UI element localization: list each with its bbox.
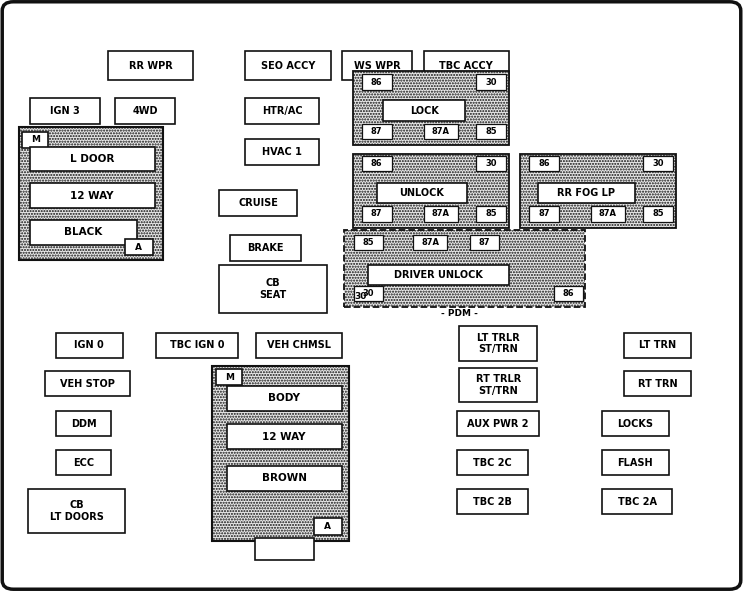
Text: A: A	[324, 522, 331, 531]
Bar	[457, 450, 528, 475]
Bar	[45, 371, 130, 396]
Bar	[19, 127, 163, 260]
Bar	[342, 51, 412, 80]
Bar	[424, 51, 509, 80]
Bar	[424, 124, 458, 139]
Text: CB
LT DOORS: CB LT DOORS	[50, 500, 103, 522]
Bar	[256, 333, 342, 358]
Text: CRUISE: CRUISE	[239, 198, 278, 207]
Bar	[22, 132, 48, 148]
Bar	[383, 100, 465, 121]
Bar	[30, 147, 155, 171]
Text: TBC IGN 0: TBC IGN 0	[169, 340, 224, 350]
Text: 87: 87	[478, 238, 490, 247]
Bar	[354, 235, 383, 250]
Text: RR FOG LP: RR FOG LP	[557, 189, 615, 198]
Text: VEH STOP: VEH STOP	[60, 379, 114, 388]
Text: 30: 30	[485, 77, 497, 87]
Text: 87A: 87A	[432, 209, 450, 219]
Bar	[227, 424, 342, 449]
Text: 30: 30	[363, 289, 374, 298]
Text: 30: 30	[485, 159, 497, 168]
Bar	[28, 489, 125, 533]
Bar	[362, 124, 392, 139]
Bar	[602, 450, 669, 475]
Text: 30: 30	[652, 159, 664, 168]
Text: FLASH: FLASH	[617, 458, 653, 467]
Text: 87A: 87A	[432, 126, 450, 136]
Text: ECC: ECC	[73, 458, 94, 467]
Bar	[624, 371, 691, 396]
Text: LT TRN: LT TRN	[639, 340, 676, 350]
Bar	[476, 74, 506, 90]
Text: M: M	[30, 135, 40, 144]
Bar	[354, 286, 383, 301]
Bar	[56, 411, 111, 436]
Text: SEO ACCY: SEO ACCY	[261, 61, 315, 70]
Bar	[219, 265, 327, 313]
Bar	[56, 450, 111, 475]
Text: BROWN: BROWN	[262, 473, 307, 483]
Text: WS WPR: WS WPR	[354, 61, 400, 70]
Bar	[554, 286, 583, 301]
Text: LT TRLR
ST/TRN: LT TRLR ST/TRN	[477, 333, 519, 354]
Text: 87A: 87A	[421, 238, 439, 247]
Bar	[591, 206, 625, 222]
Text: 87: 87	[371, 126, 383, 136]
Bar	[227, 466, 342, 491]
Text: BODY: BODY	[268, 394, 300, 403]
Text: 86: 86	[371, 159, 383, 168]
Bar	[476, 206, 506, 222]
Bar	[30, 220, 137, 245]
Text: DDM: DDM	[71, 419, 97, 428]
Text: 30: 30	[354, 292, 366, 301]
Bar	[457, 411, 539, 436]
Bar	[362, 206, 392, 222]
Bar	[377, 183, 467, 203]
Text: 85: 85	[652, 209, 664, 219]
Text: LOCKS: LOCKS	[617, 419, 653, 428]
Text: RR WPR: RR WPR	[129, 61, 172, 70]
Bar	[368, 265, 509, 285]
Bar	[115, 98, 175, 124]
Text: LOCK: LOCK	[410, 106, 438, 115]
Text: 86: 86	[538, 159, 550, 168]
Bar	[424, 206, 458, 222]
Bar	[344, 230, 585, 307]
Bar	[255, 538, 314, 560]
Text: 87: 87	[538, 209, 550, 219]
Bar	[624, 333, 691, 358]
Bar	[30, 98, 100, 124]
Bar	[362, 156, 392, 171]
Bar	[538, 183, 635, 203]
Text: UNLOCK: UNLOCK	[400, 189, 444, 198]
Text: 85: 85	[485, 126, 497, 136]
Text: TBC ACCY: TBC ACCY	[439, 61, 493, 70]
Bar	[643, 156, 673, 171]
Text: 86: 86	[562, 289, 574, 298]
Bar	[125, 239, 153, 255]
Bar	[216, 369, 242, 385]
Bar	[30, 183, 155, 208]
Bar	[227, 386, 342, 411]
Text: TBC 2B: TBC 2B	[473, 497, 512, 506]
Text: TBC 2A: TBC 2A	[617, 497, 657, 506]
Text: RT TRLR
ST/TRN: RT TRLR ST/TRN	[476, 374, 521, 395]
Bar	[314, 518, 342, 535]
Bar	[470, 235, 499, 250]
Text: IGN 3: IGN 3	[50, 106, 80, 116]
Text: 4WD: 4WD	[132, 106, 158, 116]
Bar	[459, 368, 537, 402]
Text: TBC 2C: TBC 2C	[473, 458, 512, 467]
Bar	[529, 156, 559, 171]
Bar	[353, 71, 509, 145]
Text: IGN 0: IGN 0	[74, 340, 104, 350]
Text: CB
SEAT: CB SEAT	[259, 278, 287, 300]
Bar	[230, 235, 301, 261]
Bar	[602, 411, 669, 436]
Bar	[476, 124, 506, 139]
Text: BLACK: BLACK	[65, 228, 103, 237]
Text: 12 WAY: 12 WAY	[71, 191, 114, 200]
Bar	[362, 74, 392, 90]
